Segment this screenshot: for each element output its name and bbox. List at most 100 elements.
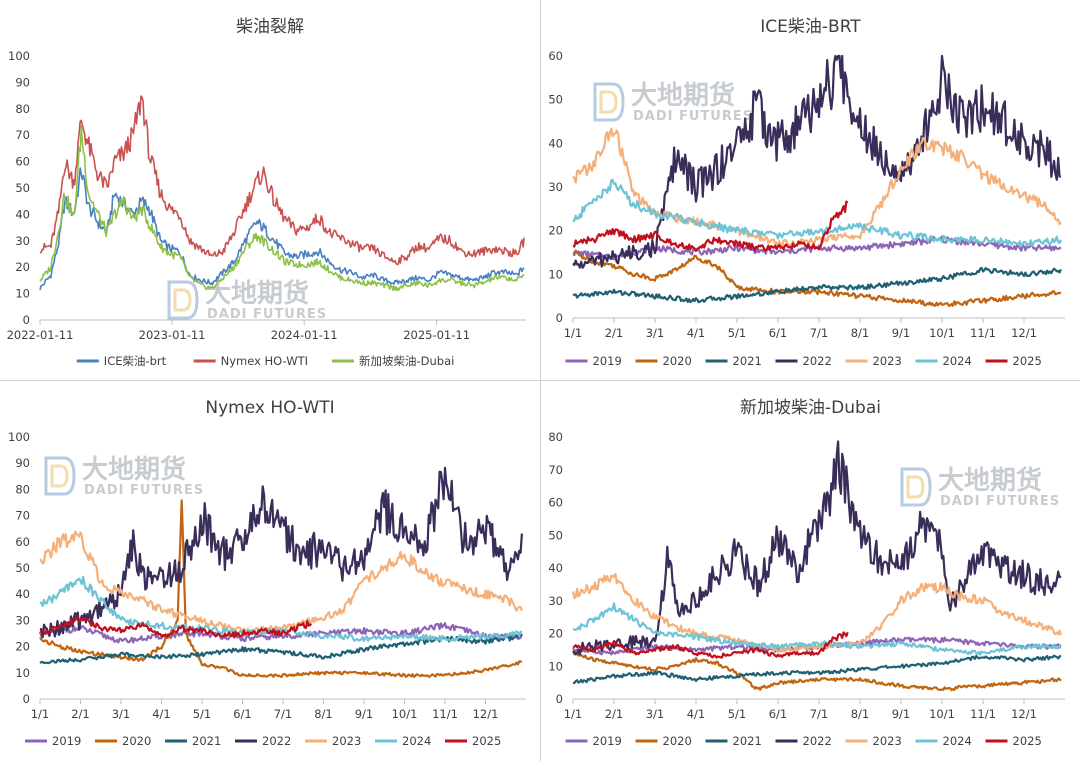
chart-panel-nymex-ho-wti: Nymex HO-WTI 0 10 20 30 40 50 60 70 80 90 100 大地期货 DA… bbox=[0, 381, 540, 761]
y-tick-label: 20 bbox=[15, 260, 30, 274]
y-tick-label: 40 bbox=[548, 561, 563, 575]
series-line-2022 bbox=[40, 466, 523, 639]
x-tick-label: 2/1 bbox=[605, 707, 624, 721]
chart-panel-ice-brt: ICE柴油-BRT 0 10 20 30 40 50 60 大地期货 DADI FUTURES 1/… bbox=[541, 0, 1080, 380]
y-tick-label: 40 bbox=[15, 207, 30, 221]
y-tick-label: 0 bbox=[556, 311, 563, 325]
watermark-cn-text: 大地期货 bbox=[938, 465, 1042, 496]
legend-label-1: Nymex HO-WTI bbox=[221, 354, 308, 368]
legend-label-5: 2024 bbox=[402, 734, 431, 748]
legend-label-2: 2021 bbox=[192, 734, 221, 748]
x-tick-label: 9/1 bbox=[892, 707, 911, 721]
x-tick-label: 5/1 bbox=[728, 326, 747, 340]
legend-label-6: 2025 bbox=[472, 734, 501, 748]
x-tick-label: 1/1 bbox=[564, 707, 583, 721]
x-tick-label: 11/1 bbox=[432, 707, 458, 721]
y-tick-label: 90 bbox=[15, 75, 30, 89]
x-tick-label: 2022-01-11 bbox=[7, 328, 74, 342]
series-line-2020 bbox=[572, 650, 1062, 692]
x-tick-label: 8/1 bbox=[851, 707, 870, 721]
series-line-0 bbox=[39, 167, 525, 291]
legend-label-4: 2023 bbox=[332, 734, 361, 748]
y-tick-label: 70 bbox=[15, 128, 30, 142]
y-tick-label: 30 bbox=[548, 594, 563, 608]
y-tick-label: 10 bbox=[548, 267, 563, 281]
x-tick-label: 7/1 bbox=[810, 707, 829, 721]
logo-inner-shape bbox=[50, 464, 69, 488]
series-line-2025 bbox=[39, 615, 313, 639]
legend-label-2: 新加坡柴油-Dubai bbox=[359, 354, 454, 368]
x-tick-label: 1/1 bbox=[31, 707, 50, 721]
x-tick-label: 4/1 bbox=[687, 326, 706, 340]
x-tick-label: 11/1 bbox=[970, 707, 996, 721]
dadi-logo-icon bbox=[900, 467, 932, 507]
x-tick-label: 2025-01-11 bbox=[403, 328, 470, 342]
y-tick-label: 60 bbox=[15, 535, 30, 549]
legend-label-0: 2019 bbox=[52, 734, 81, 748]
chart-title: 柴油裂解 bbox=[236, 17, 304, 37]
panel-divider-horizontal bbox=[0, 380, 1080, 381]
y-tick-label: 0 bbox=[23, 313, 30, 327]
legend-label-0: 2019 bbox=[593, 734, 622, 748]
x-tick-label: 3/1 bbox=[646, 326, 665, 340]
legend-label-1: 2020 bbox=[122, 734, 151, 748]
x-tick-label: 6/1 bbox=[769, 326, 788, 340]
x-tick-label: 10/1 bbox=[929, 707, 955, 721]
y-tick-label: 70 bbox=[15, 509, 30, 523]
x-tick-label: 10/1 bbox=[392, 707, 418, 721]
logo-d-shape bbox=[900, 467, 932, 507]
chart-title: 新加坡柴油-Dubai bbox=[740, 398, 881, 418]
chart-panel-diesel-crack: 柴油裂解 0 10 20 30 40 50 60 70 80 90 100 大地期货 DADI FUTUR… bbox=[0, 0, 540, 380]
y-tick-label: 60 bbox=[15, 155, 30, 169]
y-tick-label: 40 bbox=[15, 587, 30, 601]
series-line-2023 bbox=[571, 572, 1062, 653]
x-tick-label: 12/1 bbox=[473, 707, 499, 721]
logo-inner-shape bbox=[599, 90, 618, 114]
x-tick-label: 6/1 bbox=[233, 707, 252, 721]
y-tick-label: 50 bbox=[548, 528, 563, 542]
y-tick-label: 50 bbox=[15, 181, 30, 195]
x-tick-label: 2023-01-11 bbox=[139, 328, 206, 342]
legend-label-2: 2021 bbox=[733, 354, 762, 368]
x-tick-label: 3/1 bbox=[646, 707, 665, 721]
x-tick-label: 2/1 bbox=[605, 326, 624, 340]
legend-label-3: 2022 bbox=[803, 734, 832, 748]
series-line-2025 bbox=[572, 631, 849, 659]
x-tick-label: 9/1 bbox=[892, 326, 911, 340]
y-tick-label: 30 bbox=[548, 180, 563, 194]
series-line-2021 bbox=[572, 266, 1062, 304]
chart-title: ICE柴油-BRT bbox=[760, 17, 861, 37]
y-tick-label: 10 bbox=[15, 287, 30, 301]
series-line-2 bbox=[39, 125, 525, 292]
series-line-2020 bbox=[572, 250, 1062, 307]
x-tick-label: 4/1 bbox=[152, 707, 171, 721]
series-line-1 bbox=[39, 95, 525, 266]
y-tick-label: 80 bbox=[548, 430, 563, 444]
watermark-en-text: DADI FUTURES bbox=[207, 307, 327, 322]
legend-label-6: 2025 bbox=[1013, 734, 1042, 748]
legend-label-2: 2021 bbox=[733, 734, 762, 748]
series-line-2024 bbox=[39, 575, 523, 643]
y-tick-label: 20 bbox=[15, 640, 30, 654]
logo-d-shape bbox=[44, 456, 76, 496]
legend-label-5: 2024 bbox=[943, 354, 972, 368]
x-tick-label: 3/1 bbox=[112, 707, 131, 721]
x-tick-label: 9/1 bbox=[355, 707, 374, 721]
y-tick-label: 80 bbox=[15, 102, 30, 116]
legend-label-5: 2024 bbox=[943, 734, 972, 748]
y-tick-label: 30 bbox=[15, 234, 30, 248]
y-tick-label: 30 bbox=[15, 613, 30, 627]
series-line-2022 bbox=[572, 54, 1061, 269]
y-tick-label: 40 bbox=[548, 136, 563, 150]
dadi-logo-icon bbox=[167, 280, 199, 320]
x-tick-label: 7/1 bbox=[810, 326, 829, 340]
watermark-cn-text: 大地期货 bbox=[631, 80, 735, 111]
x-tick-label: 8/1 bbox=[314, 707, 333, 721]
watermark-cn-text: 大地期货 bbox=[205, 278, 309, 309]
x-tick-label: 2024-01-11 bbox=[271, 328, 338, 342]
